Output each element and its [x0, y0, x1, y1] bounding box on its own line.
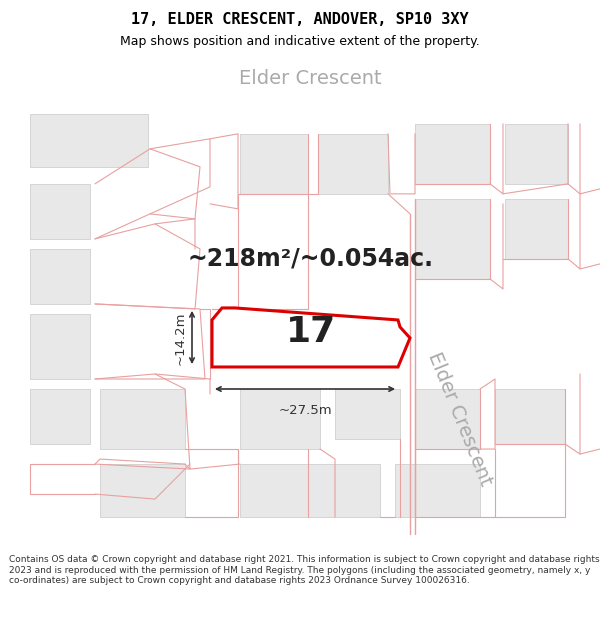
Polygon shape — [240, 464, 380, 517]
Text: ~14.2m: ~14.2m — [174, 311, 187, 365]
Polygon shape — [495, 389, 565, 444]
Polygon shape — [505, 199, 568, 259]
Polygon shape — [30, 314, 90, 379]
Polygon shape — [505, 124, 568, 184]
Polygon shape — [335, 389, 400, 439]
Polygon shape — [100, 389, 185, 449]
Polygon shape — [30, 114, 148, 167]
Polygon shape — [30, 184, 90, 239]
Polygon shape — [415, 124, 490, 184]
Polygon shape — [415, 199, 490, 279]
Text: Map shows position and indicative extent of the property.: Map shows position and indicative extent… — [120, 35, 480, 48]
Text: 17, ELDER CRESCENT, ANDOVER, SP10 3XY: 17, ELDER CRESCENT, ANDOVER, SP10 3XY — [131, 12, 469, 27]
Polygon shape — [100, 464, 185, 517]
Text: Elder Crescent: Elder Crescent — [239, 69, 382, 88]
Polygon shape — [240, 389, 320, 449]
Polygon shape — [395, 464, 480, 517]
Text: Contains OS data © Crown copyright and database right 2021. This information is : Contains OS data © Crown copyright and d… — [9, 555, 599, 585]
Polygon shape — [30, 389, 90, 444]
Polygon shape — [318, 134, 388, 194]
Polygon shape — [415, 389, 480, 449]
Polygon shape — [30, 249, 90, 304]
Polygon shape — [212, 308, 410, 367]
Text: ~218m²/~0.054ac.: ~218m²/~0.054ac. — [187, 247, 433, 271]
Text: ~27.5m: ~27.5m — [278, 404, 332, 417]
Text: 17: 17 — [286, 315, 336, 349]
Text: Elder Crescent: Elder Crescent — [424, 349, 496, 489]
Polygon shape — [240, 134, 308, 194]
